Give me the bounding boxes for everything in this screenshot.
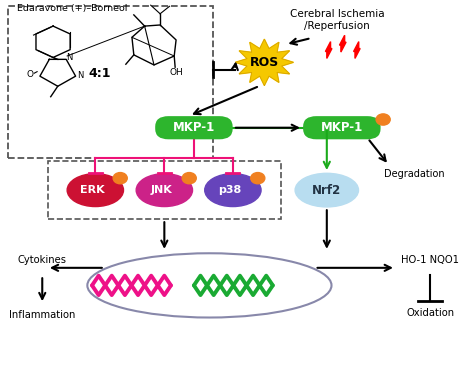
Text: N: N: [77, 70, 83, 80]
Text: HO-1 NQO1: HO-1 NQO1: [401, 255, 459, 266]
Text: Nrf2: Nrf2: [312, 184, 341, 196]
Circle shape: [182, 172, 196, 184]
Ellipse shape: [205, 174, 261, 207]
Text: ROS: ROS: [250, 56, 279, 69]
Text: MKP-1: MKP-1: [173, 121, 215, 134]
Text: ERK: ERK: [80, 185, 104, 195]
Circle shape: [113, 172, 127, 184]
Text: Oxidation: Oxidation: [406, 308, 454, 318]
Ellipse shape: [67, 174, 124, 207]
Text: p38: p38: [218, 185, 241, 195]
Text: Cytokines: Cytokines: [18, 255, 67, 266]
Text: MKP-1: MKP-1: [321, 121, 363, 134]
Polygon shape: [325, 42, 332, 58]
Text: N: N: [66, 53, 72, 62]
Ellipse shape: [295, 173, 358, 207]
Text: Degradation: Degradation: [384, 169, 445, 179]
Text: Inflammation: Inflammation: [9, 310, 75, 320]
Polygon shape: [354, 42, 360, 58]
FancyBboxPatch shape: [9, 6, 213, 158]
FancyBboxPatch shape: [303, 116, 381, 139]
Text: Edaravone (+)–Borneol: Edaravone (+)–Borneol: [17, 4, 128, 13]
Ellipse shape: [136, 174, 192, 207]
Text: 4:1: 4:1: [89, 67, 111, 80]
Text: OH: OH: [169, 68, 183, 77]
Text: Cerebral Ischemia
/Reperfusion: Cerebral Ischemia /Reperfusion: [290, 9, 384, 32]
Circle shape: [251, 172, 265, 184]
Circle shape: [376, 114, 390, 125]
Polygon shape: [339, 35, 346, 52]
Polygon shape: [235, 39, 293, 86]
Text: O: O: [26, 70, 33, 79]
FancyBboxPatch shape: [48, 161, 281, 219]
Text: JNK: JNK: [150, 185, 172, 195]
FancyBboxPatch shape: [155, 116, 233, 139]
